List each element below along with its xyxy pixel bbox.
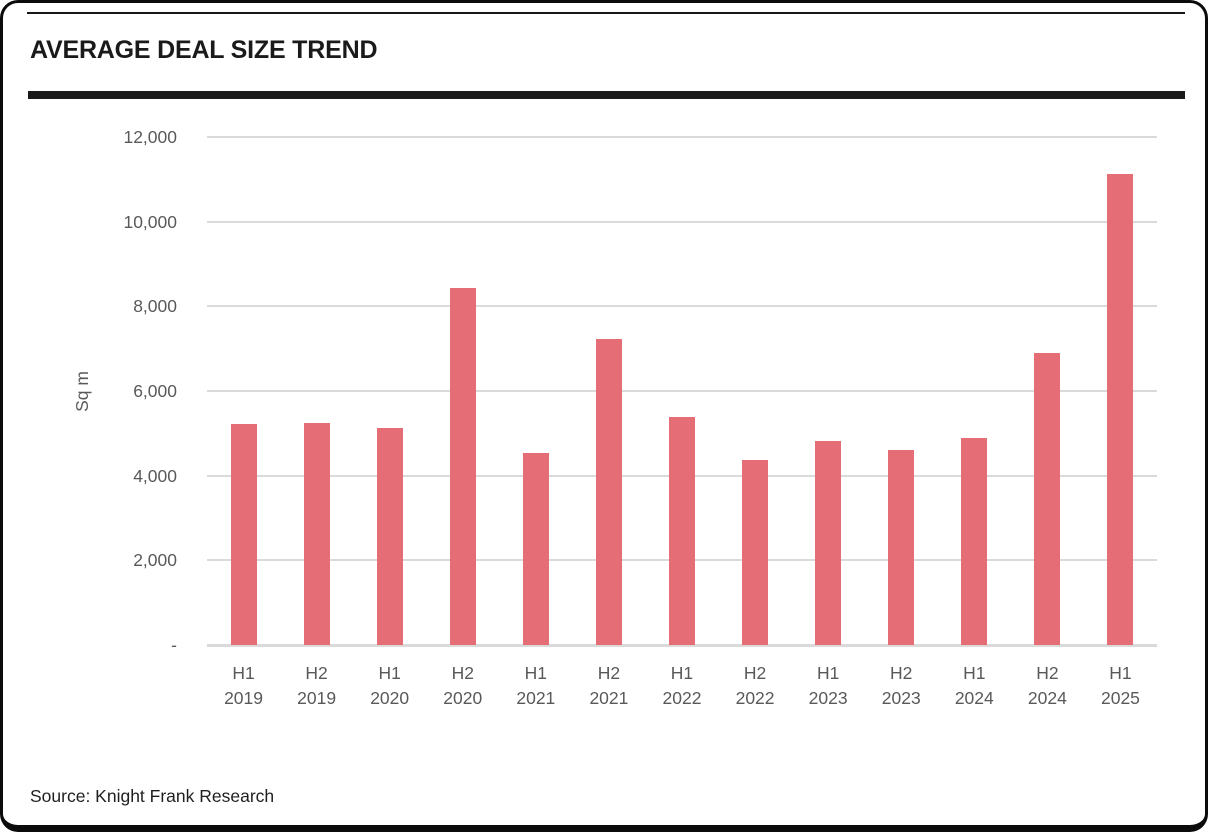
x-label-h2-2022: H2 2022 [735, 663, 775, 708]
bar-h2-2021 [595, 339, 622, 645]
y-tick-label-2000: 2,000 [133, 550, 177, 571]
y-tick-label-10000: 10,000 [123, 211, 177, 232]
y-tick-label-4000: 4,000 [133, 465, 177, 486]
y-tick-label-6000: 6,000 [133, 381, 177, 401]
bar-h2-2020 [449, 287, 476, 645]
bar-h1-2022 [669, 416, 695, 645]
x-label-h2-2020: H2 2020 [443, 663, 483, 708]
y-tick-label-8000: 8,000 [133, 296, 177, 317]
gridline-10000 [207, 220, 1157, 223]
x-label-h1-2023: H1 2023 [808, 663, 848, 708]
bar-h1-2019 [230, 424, 257, 645]
x-label-h2-2023: H2 2023 [881, 663, 921, 708]
bar-h2-2023 [888, 450, 915, 645]
y-tick-label-0: - [171, 635, 177, 655]
top-rule [27, 12, 1185, 14]
x-label-h2-2024: H2 2024 [1027, 663, 1067, 708]
bar-h1-2025 [1107, 173, 1134, 645]
x-label-h1-2021: H1 2021 [516, 663, 556, 708]
bar-chart: Sq m 12,000 10,000 8,000 6,000 4,000 2,000- H1… [3, 3, 1205, 825]
gridline-12000 [207, 136, 1157, 138]
gridline-6000 [207, 390, 1157, 392]
y-tick-label-12000: 12,000 [123, 127, 177, 147]
bar-h1-2021 [522, 452, 549, 645]
x-label-h1-2022: H1 2022 [662, 663, 702, 708]
bar-h2-2022 [742, 459, 769, 645]
title-underline-rule [28, 91, 1185, 99]
x-label-h1-2019: H1 2019 [224, 663, 263, 708]
page-title: AVERAGE DEAL SIZE TREND [30, 36, 378, 64]
bar-h1-2020 [376, 428, 403, 645]
x-label-h2-2019: H2 2019 [297, 663, 337, 708]
x-label-h1-2025: H1 2025 [1100, 663, 1140, 708]
bar-h2-2019 [303, 422, 330, 645]
gridline-8000 [207, 305, 1157, 308]
source-note: Source: Knight Frank Research [30, 786, 275, 806]
bar-h1-2023 [815, 440, 842, 645]
bar-h1-2024 [961, 437, 988, 645]
bar-h2-2024 [1034, 352, 1061, 645]
x-label-h1-2024: H1 2024 [954, 663, 994, 708]
x-label-h1-2020: H1 2020 [370, 663, 410, 708]
gridline-0 [207, 643, 1157, 647]
x-label-h2-2021: H2 2021 [589, 663, 629, 708]
